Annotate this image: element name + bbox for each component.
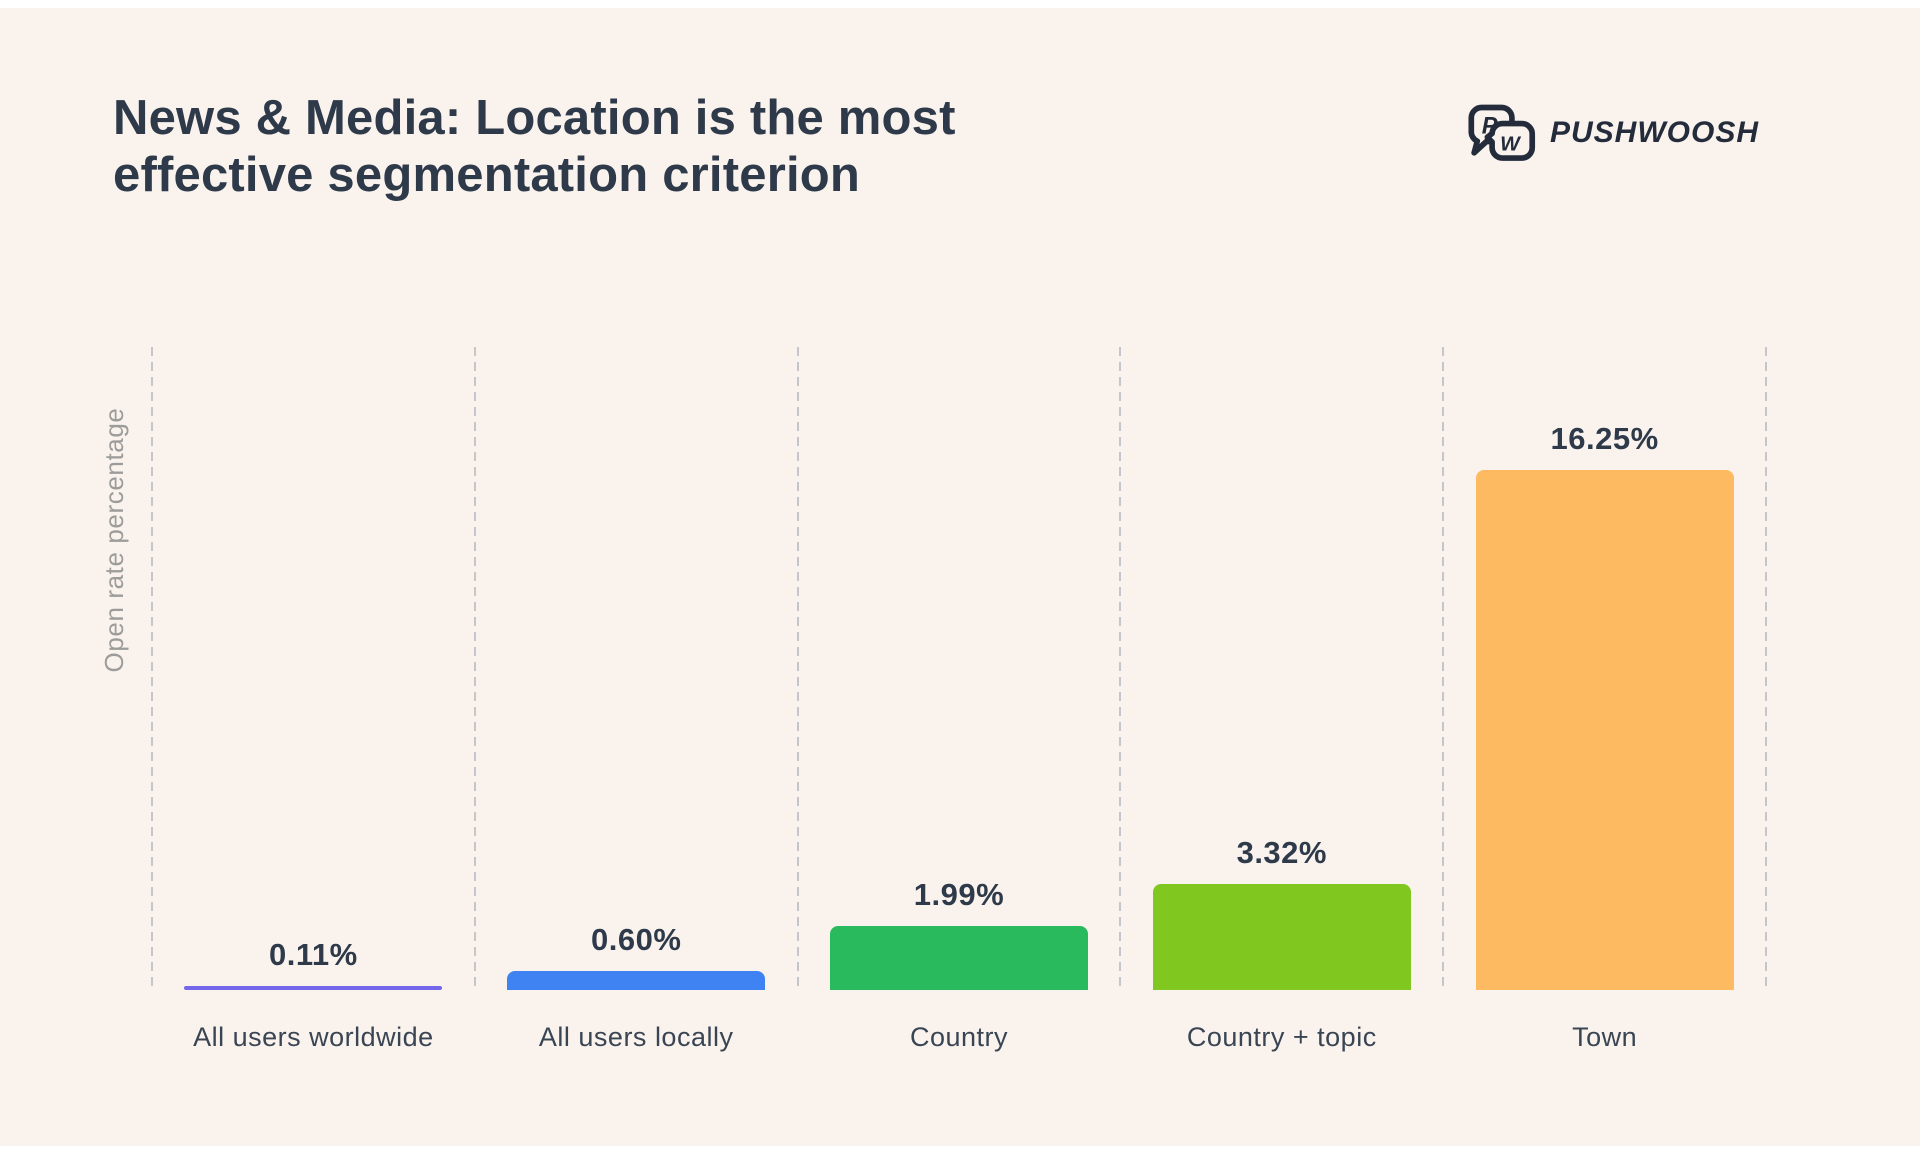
bottom-margin-strip (0, 1146, 1920, 1154)
value-label-all-users-worldwide: 0.11% (269, 937, 358, 972)
category-label-all-users-worldwide: All users worldwide (193, 1022, 434, 1052)
category-label-all-users-locally: All users locally (538, 1022, 734, 1052)
value-label-country: 1.99% (913, 877, 1005, 912)
chart-title: News & Media: Location is the most effec… (113, 90, 956, 204)
bar-all-users-locally (507, 971, 766, 990)
grid-separator-line (473, 347, 476, 990)
category-label-country-topic: Country + topic (1186, 1022, 1377, 1052)
grid-separator-line (1442, 347, 1445, 990)
grid-separator-line (796, 347, 799, 990)
value-label-all-users-locally: 0.60% (590, 922, 682, 957)
pushwoosh-wordmark: PUSHWOOSH (1550, 116, 1760, 149)
value-label-town: 16.25% (1550, 421, 1659, 456)
bar-country-topic (1152, 884, 1411, 990)
value-label-country-topic: 3.32% (1236, 835, 1327, 870)
grid-separator-line (151, 347, 153, 990)
pushwoosh-speech-bubbles-icon: P W (1468, 104, 1536, 161)
top-margin-strip (0, 0, 1920, 8)
bar-town (1475, 470, 1734, 990)
svg-text:W: W (1500, 132, 1522, 155)
bar-country (830, 926, 1088, 990)
category-label-town: Town (1572, 1022, 1638, 1052)
grid-separator-line (1119, 347, 1122, 990)
category-label-country: Country (909, 1022, 1009, 1052)
chart-title-line2: effective segmentation criterion (113, 148, 861, 202)
bar-all-users-worldwide (184, 986, 443, 990)
chart-title-line1: News & Media: Location is the most (113, 91, 956, 145)
pushwoosh-logo: P W PUSHWOOSH (1468, 104, 1759, 162)
grid-separator-line (1765, 347, 1767, 990)
